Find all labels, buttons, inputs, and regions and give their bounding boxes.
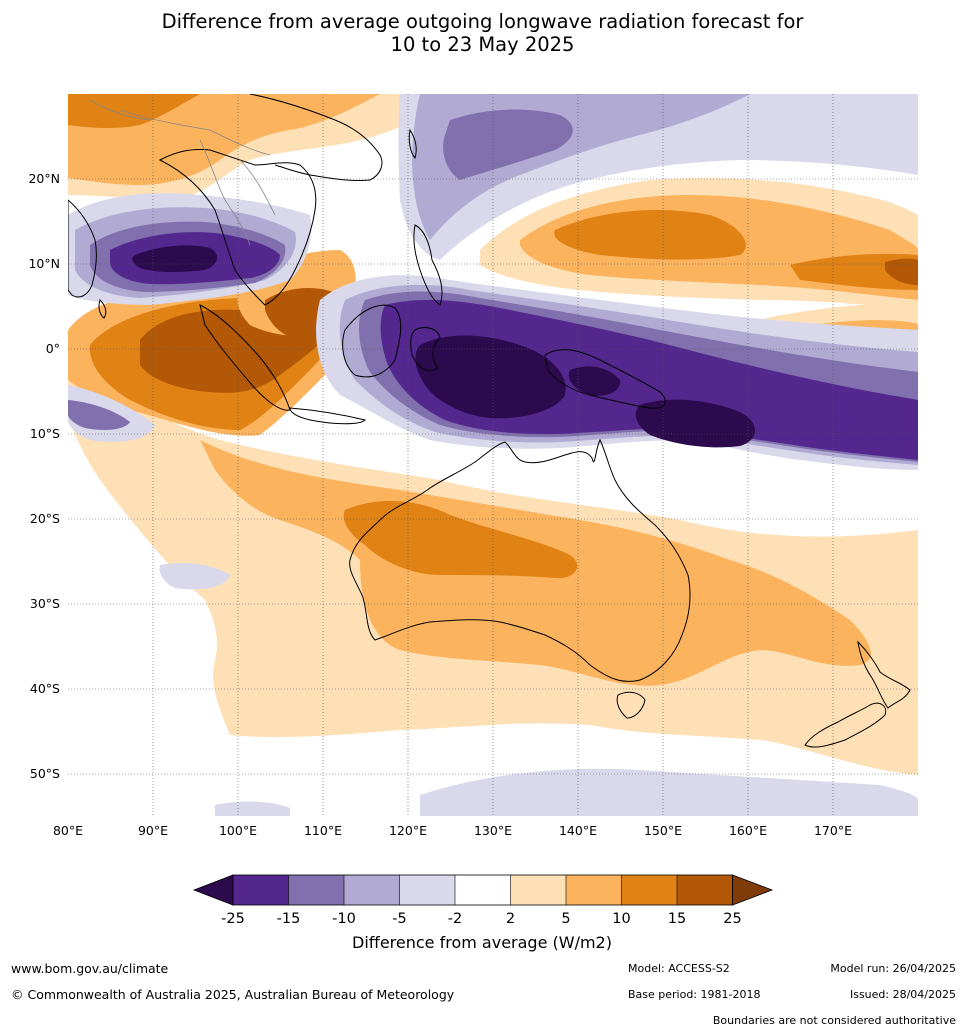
- coastlines: [68, 94, 911, 748]
- anomaly-field: [68, 94, 918, 816]
- lon-label: 90°E: [138, 823, 168, 838]
- longitude-labels: 80°E 90°E 100°E 110°E 120°E 130°E 140°E …: [53, 823, 852, 838]
- title-line-2: 10 to 23 May 2025: [390, 33, 575, 56]
- lon-label: 120°E: [389, 823, 427, 838]
- lon-label: 160°E: [729, 823, 767, 838]
- colorbar-tick-label: 5: [561, 911, 570, 927]
- colorbar-tick-label: 25: [723, 911, 741, 927]
- website-link[interactable]: www.bom.gov.au/climate: [11, 961, 169, 976]
- new-zealand-south-coastline: [804, 702, 887, 748]
- positive-region-10-15-australia: [343, 500, 578, 579]
- lat-label: 40°S: [30, 681, 60, 696]
- negative-region-maritime-minus-25-east: [635, 399, 755, 448]
- base-period-text: Base period: 1981-2018: [628, 988, 761, 1001]
- borneo-coastline: [342, 304, 402, 378]
- colorbar-extend-low: [192, 874, 234, 906]
- disclaimer-text: Boundaries are not considered authoritat…: [712, 1014, 956, 1027]
- colorbar-tick-label: -10: [332, 911, 356, 927]
- colorbar: -25 -15 -10 -5 -2 2 5 10 15 25 Differenc…: [192, 874, 774, 952]
- border-line: [119, 109, 271, 156]
- positive-region-north-pacific-east-core: [885, 258, 918, 285]
- positive-region-north-pacific-10-15: [554, 210, 746, 260]
- colorbar-tick-label: -25: [221, 911, 245, 927]
- colorbar-swatch: [621, 875, 677, 905]
- issued-text: Issued: 28/04/2025: [849, 988, 956, 1001]
- colorbar-ticks: -25 -15 -10 -5 -2 2 5 10 15 25: [221, 911, 742, 927]
- colorbar-swatch: [288, 875, 344, 905]
- australia-coastline: [349, 438, 691, 682]
- negative-region-maritime-minus-25-west: [415, 335, 566, 419]
- new-zealand-north-coastline: [857, 640, 911, 709]
- chart-title: Difference from average outgoing longwav…: [0, 10, 965, 56]
- negative-region-maritime-minus-25-mid: [568, 366, 621, 396]
- lat-label: 20°N: [28, 171, 60, 186]
- java-coastline: [289, 407, 366, 425]
- model-text: Model: ACCESS-S2: [628, 962, 730, 975]
- border-line: [89, 99, 151, 121]
- negative-region-philippine-sea-minus-10: [443, 109, 573, 180]
- colorbar-swatch: [566, 875, 622, 905]
- tasmania-coastline: [616, 691, 646, 719]
- lon-label: 170°E: [814, 823, 852, 838]
- lat-label: 20°S: [30, 511, 60, 526]
- china-coastline: [249, 94, 383, 181]
- negative-region-south-indian-minus-2b: [159, 563, 230, 590]
- model-run-text: Model run: 26/04/2025: [830, 962, 956, 975]
- colorbar-frame: [232, 874, 733, 906]
- lon-label: 150°E: [644, 823, 682, 838]
- lon-label: 80°E: [53, 823, 83, 838]
- colorbar-swatch: [510, 875, 566, 905]
- negative-region-south-indian-minus-10: [68, 400, 130, 430]
- title-line-1: Difference from average outgoing longwav…: [161, 10, 804, 33]
- sulawesi-coastline: [410, 327, 441, 372]
- colorbar-swatch: [677, 875, 733, 905]
- taiwan-coastline: [408, 128, 417, 160]
- philippines-coastline: [413, 224, 443, 306]
- latitude-labels: 20°N 10°N 0° 10°S 20°S 30°S 40°S 50°S: [28, 171, 60, 781]
- border-line: [239, 159, 276, 216]
- lon-label: 100°E: [219, 823, 257, 838]
- lat-label: 0°: [46, 341, 60, 356]
- lon-label: 140°E: [559, 823, 597, 838]
- lat-label: 50°S: [30, 766, 60, 781]
- colorbar-swatch: [399, 875, 455, 905]
- negative-region-south-west-minus-2: [215, 801, 290, 816]
- colorbar-tick-label: -15: [277, 911, 301, 927]
- lon-label: 130°E: [474, 823, 512, 838]
- lon-label: 110°E: [304, 823, 342, 838]
- copyright-text: © Commonwealth of Australia 2025, Austra…: [11, 987, 455, 1002]
- colorbar-extend-high: [732, 874, 774, 906]
- lat-label: 10°N: [28, 256, 60, 271]
- colorbar-dividers: [288, 875, 678, 905]
- positive-region-asia-10-15: [68, 94, 200, 129]
- colorbar-label: Difference from average (W/m2): [352, 933, 612, 952]
- negative-region-far-south-minus-2: [420, 768, 918, 816]
- lat-label: 10°S: [30, 426, 60, 441]
- new-guinea-coastline: [544, 349, 666, 409]
- negative-region-bay-of-bengal-minus-25: [132, 245, 218, 273]
- colorbar-tick-label: 10: [612, 911, 630, 927]
- colorbar-swatch: [344, 875, 400, 905]
- indochina-coastline: [158, 149, 317, 306]
- lat-label: 30°S: [30, 596, 60, 611]
- colorbar-tick-label: 2: [506, 911, 515, 927]
- colorbar-tick-label: -2: [448, 911, 462, 927]
- india-coastline: [68, 199, 97, 298]
- country-borders: [89, 99, 276, 246]
- border-line: [199, 139, 251, 246]
- colorbar-swatch: [455, 875, 511, 905]
- colorbar-swatch: [233, 875, 289, 905]
- negative-region-maritime-minus-15: [380, 299, 918, 460]
- colorbar-tick-label: 15: [668, 911, 686, 927]
- sri-lanka-coastline: [98, 299, 107, 319]
- gridlines: [68, 94, 918, 816]
- colorbar-tick-label: -5: [392, 911, 406, 927]
